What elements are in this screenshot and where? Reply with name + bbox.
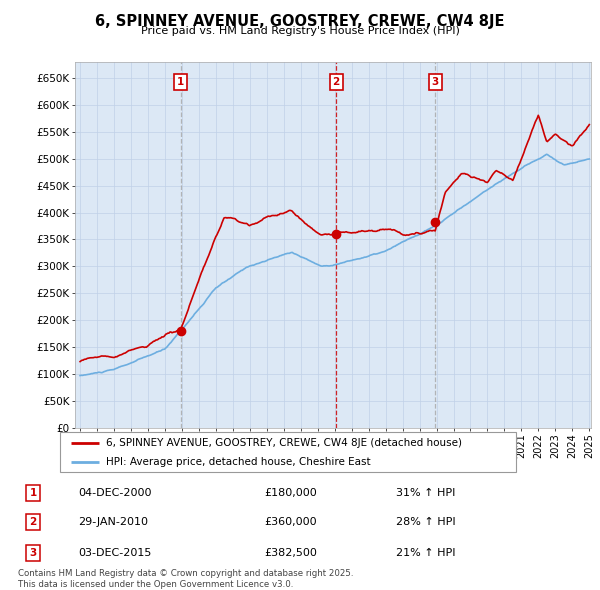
Text: 6, SPINNEY AVENUE, GOOSTREY, CREWE, CW4 8JE (detached house): 6, SPINNEY AVENUE, GOOSTREY, CREWE, CW4 … xyxy=(106,438,461,448)
Text: 3: 3 xyxy=(431,77,439,87)
Text: 21% ↑ HPI: 21% ↑ HPI xyxy=(396,548,455,558)
Text: 03-DEC-2015: 03-DEC-2015 xyxy=(78,548,151,558)
Text: £180,000: £180,000 xyxy=(264,488,317,497)
Text: 31% ↑ HPI: 31% ↑ HPI xyxy=(396,488,455,497)
Text: 1: 1 xyxy=(177,77,184,87)
Text: £360,000: £360,000 xyxy=(264,517,317,527)
Text: 1: 1 xyxy=(29,488,37,497)
Text: 6, SPINNEY AVENUE, GOOSTREY, CREWE, CW4 8JE: 6, SPINNEY AVENUE, GOOSTREY, CREWE, CW4 … xyxy=(95,14,505,28)
Text: 29-JAN-2010: 29-JAN-2010 xyxy=(78,517,148,527)
FancyBboxPatch shape xyxy=(60,432,516,472)
Text: Price paid vs. HM Land Registry's House Price Index (HPI): Price paid vs. HM Land Registry's House … xyxy=(140,26,460,36)
Text: Contains HM Land Registry data © Crown copyright and database right 2025.
This d: Contains HM Land Registry data © Crown c… xyxy=(18,569,353,589)
Text: 3: 3 xyxy=(29,548,37,558)
Text: £382,500: £382,500 xyxy=(264,548,317,558)
Text: 28% ↑ HPI: 28% ↑ HPI xyxy=(396,517,455,527)
Text: 2: 2 xyxy=(332,77,340,87)
Text: 2: 2 xyxy=(29,517,37,527)
Text: 04-DEC-2000: 04-DEC-2000 xyxy=(78,488,151,497)
Text: HPI: Average price, detached house, Cheshire East: HPI: Average price, detached house, Ches… xyxy=(106,457,370,467)
